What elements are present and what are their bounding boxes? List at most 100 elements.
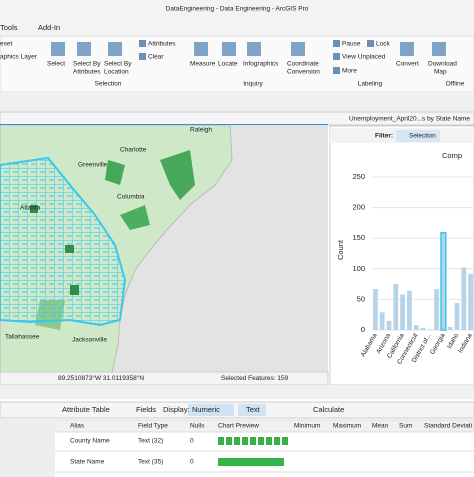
ribbon-item[interactable]: Download [428,61,457,68]
ribbon-item[interactable]: More [342,68,357,75]
bar[interactable] [407,290,412,330]
preview-bar [234,437,240,445]
ribbon-item[interactable]: Select [47,61,65,68]
ribbon-icon [247,42,261,56]
place-label: Tallahassee [5,334,40,341]
ribbon-item[interactable]: Attributes [73,69,101,76]
place-label: Greenville [78,162,108,169]
ribbon-item[interactable]: Measure [190,61,216,68]
ribbon-item[interactable]: Convert [396,61,419,68]
bar[interactable] [468,273,473,330]
bar[interactable] [427,329,433,330]
numeric-button[interactable] [188,404,234,416]
ribbon-item[interactable]: Map [434,69,447,76]
ribbon-item[interactable]: Pause [342,41,361,48]
county-dark [30,205,79,295]
ribbon-item[interactable]: Lock [376,41,390,48]
bar[interactable] [447,326,453,330]
ribbon-icon [291,42,305,56]
county-dark [120,205,150,230]
cell: County Name [70,438,110,445]
cell: State Name [70,459,105,466]
column-header: Nulls [190,423,205,430]
toolbar-band [0,92,474,112]
preview-bar [258,437,264,445]
y-axis-label: Count [336,239,345,260]
map[interactable] [0,125,328,372]
bar[interactable] [373,288,378,330]
ribbon-item[interactable]: Locate [218,61,238,68]
preview-bar [266,437,272,445]
ribbon-item[interactable]: Clear [148,54,164,61]
preview-bar [218,458,284,466]
bar[interactable] [379,312,385,330]
ribbon-item[interactable]: eset [0,41,12,48]
ribbon-icon [333,53,340,60]
table-tool[interactable]: Fields [136,405,156,414]
ribbon-group: Labeling [358,81,383,88]
bar[interactable] [420,328,426,330]
place-label: Columbia [117,194,145,201]
preview-bar [218,437,224,445]
preview-bar [242,437,248,445]
bar[interactable] [440,231,447,331]
selected-features: Selected Features: 159 [221,375,289,382]
row-header-col [0,420,55,477]
ribbon-icon [367,40,374,47]
table-tool[interactable]: Attribute Table [62,405,110,414]
ribbon-icon [194,42,208,56]
ribbon-item[interactable]: Location [104,69,129,76]
table-toolbar [0,401,474,419]
bar[interactable] [413,325,419,330]
ribbon-item[interactable]: Attributes [148,41,176,48]
text-button[interactable] [238,404,266,416]
ribbon-item[interactable]: Select By [73,61,101,68]
place-label: Charlotte [120,147,147,154]
preview-bar [250,437,256,445]
bar[interactable] [434,288,439,330]
preview-bar [274,437,280,445]
y-tick-label: 200 [352,203,365,212]
table-tool[interactable]: Text [246,405,261,414]
ribbon-icon [222,42,236,56]
georgia [0,156,127,327]
bar[interactable] [393,284,399,330]
selection-button[interactable] [396,130,440,142]
bar[interactable] [400,294,405,330]
county-dark [160,150,195,200]
chart-panel [329,125,474,386]
ribbon-item[interactable]: Coordinate [287,61,319,68]
ribbon-item[interactable]: View Unplaced [342,54,386,61]
ribbon-group: Inquiry [243,81,263,88]
chart-title: Comp [442,151,462,160]
selection-text: Selection [409,133,436,140]
tab[interactable]: Add-In [38,23,60,32]
cell: 0 [190,459,194,466]
table-tool[interactable]: Numeric [192,405,220,414]
place-label: Raleigh [190,127,212,134]
bar[interactable] [386,320,392,330]
column-header: Field Type [138,423,168,430]
ribbon-item[interactable]: Select By [104,61,132,68]
table-tool[interactable]: Display: [163,405,190,414]
table-tool[interactable]: Calculate [313,405,344,414]
ribbon-item[interactable]: Infographics [243,61,279,68]
column-header: Chart Preview [218,423,259,430]
bar[interactable] [454,303,460,330]
y-tick-label: 250 [352,172,365,181]
bar[interactable] [461,267,467,330]
chart-tab[interactable]: Unemployment_April20...s by State Name [349,116,470,123]
pane-gap [0,385,474,399]
place-label: Jacksonville [72,337,107,344]
tab[interactable]: Tools [0,23,18,32]
ribbon-item[interactable]: Conversion [287,69,320,76]
column-header: Mean [372,423,389,430]
ribbon-item[interactable]: aphics Layer [0,54,38,61]
ribbon-icon [108,42,122,56]
y-tick-label: 0 [361,325,365,334]
filter-label: Filter: [375,133,393,140]
ribbon-icon [139,40,146,47]
cell: Text (32) [138,438,163,445]
